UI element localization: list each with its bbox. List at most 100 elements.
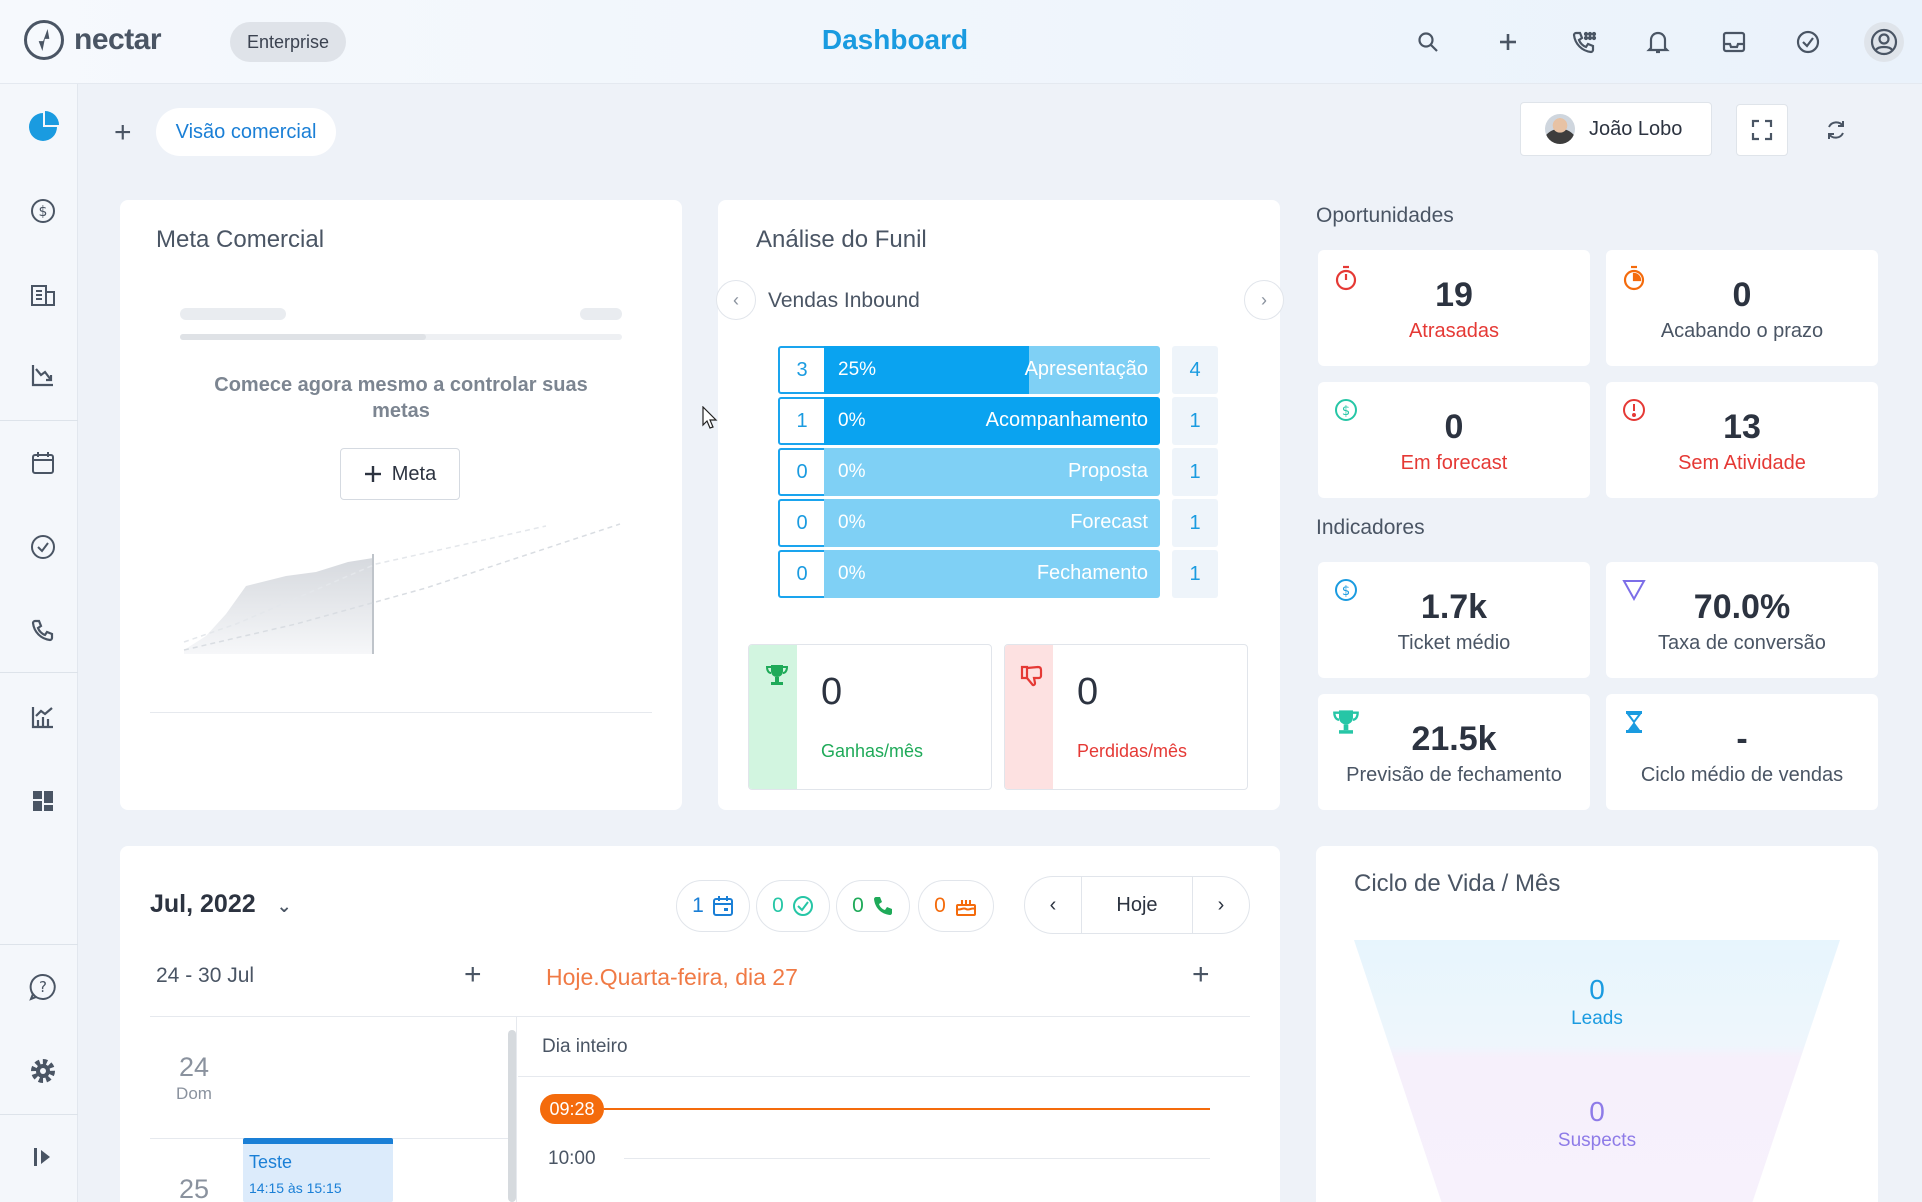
funnel-stage-row[interactable]: 0 0% Proposta 1 <box>778 448 1218 496</box>
sem-atividade-card[interactable]: 13 Sem Atividade <box>1606 382 1878 498</box>
dashboard-grid-icon[interactable] <box>22 780 64 822</box>
calendar-event[interactable]: Teste 14:15 às 15:15 <box>243 1138 393 1202</box>
phone-dial-icon[interactable] <box>1566 24 1602 60</box>
atrasadas-card[interactable]: 19 Atrasadas <box>1318 250 1590 366</box>
add-meta-button[interactable]: Meta <box>340 448 460 500</box>
logo-text: nectar <box>74 23 162 56</box>
acabando-prazo-card[interactable]: 0 Acabando o prazo <box>1606 250 1878 366</box>
dollar-circle-icon: $ <box>1335 579 1357 601</box>
add-view-button[interactable]: + <box>114 116 132 149</box>
meta-comercial-card <box>120 200 682 810</box>
chart-up-icon[interactable] <box>22 696 64 738</box>
prev-pipeline-button[interactable]: ‹ <box>716 280 756 320</box>
avatar <box>1545 114 1575 144</box>
hour-line <box>624 1158 1210 1159</box>
expand-sidebar-icon[interactable] <box>22 1136 64 1178</box>
meta-placeholder-chart <box>183 523 621 654</box>
ticket-medio-card[interactable]: $ 1.7k Ticket médio <box>1318 562 1590 678</box>
stage-bar: 0% Proposta <box>824 448 1160 496</box>
leads-value[interactable]: 0 <box>1589 974 1605 1005</box>
tasks-counter[interactable]: 0 <box>756 880 830 932</box>
check-circle-icon[interactable] <box>1790 24 1826 60</box>
bell-icon[interactable] <box>1640 24 1676 60</box>
sidebar-divider <box>0 1114 78 1115</box>
divider <box>150 712 652 713</box>
stage-count: 1 <box>778 397 826 445</box>
inbox-icon[interactable] <box>1716 24 1752 60</box>
next-week-button[interactable]: › <box>1192 876 1250 934</box>
ciclo-medio-card[interactable]: - Ciclo médio de vendas <box>1606 694 1878 810</box>
month-label: Jul, 2022 <box>150 890 256 918</box>
prev-week-button[interactable]: ‹ <box>1024 876 1082 934</box>
user-filter-button[interactable]: João Lobo <box>1520 102 1712 156</box>
building-icon[interactable] <box>22 274 64 316</box>
plus-icon[interactable] <box>1490 24 1526 60</box>
alert-icon <box>1623 399 1645 421</box>
placeholder-line <box>580 308 622 320</box>
day-number: 25 <box>178 1174 210 1202</box>
search-icon[interactable] <box>1410 24 1446 60</box>
stage-label: Acompanhamento <box>985 409 1148 431</box>
chevron-left-icon: ‹ <box>733 289 739 310</box>
stage-count: 0 <box>778 499 826 547</box>
events-counter[interactable]: 1 <box>676 880 750 932</box>
em-forecast-card[interactable]: $ 0 Em forecast <box>1318 382 1590 498</box>
tab-visao-comercial[interactable]: Visão comercial <box>156 108 336 156</box>
sidebar-divider <box>0 944 78 945</box>
stage-percent: 0% <box>838 461 866 482</box>
stage-percent: 0% <box>838 410 866 431</box>
ganhas-card[interactable]: 0 Ganhas/mês <box>748 644 992 790</box>
chevron-right-icon: › <box>1261 289 1267 310</box>
thumbs-down-icon <box>1020 665 1043 687</box>
stage-count: 0 <box>778 550 826 598</box>
tasks-count: 0 <box>772 894 784 917</box>
funnel-stage-row[interactable]: 3 25% Apresentação 4 <box>778 346 1218 394</box>
today-button[interactable]: Hoje <box>1081 876 1193 934</box>
divider <box>518 1076 1250 1077</box>
phone-icon[interactable] <box>22 610 64 652</box>
add-day-event-button[interactable]: + <box>1192 958 1210 991</box>
stage-percent: 25% <box>838 359 877 380</box>
event-title: Teste <box>249 1152 293 1172</box>
em-forecast-value: 0 <box>1444 408 1464 446</box>
week-scrollbar[interactable] <box>508 1030 516 1202</box>
help-icon[interactable]: ? <box>22 966 64 1008</box>
taxa-conversao-label: Taxa de conversão <box>1658 632 1826 654</box>
perdidas-card[interactable]: 0 Perdidas/mês <box>1004 644 1248 790</box>
funnel-stage-row[interactable]: 1 0% Acompanhamento 1 <box>778 397 1218 445</box>
cake-icon <box>955 900 976 916</box>
logo[interactable]: nectar <box>24 20 162 60</box>
calls-counter[interactable]: 0 <box>836 880 910 932</box>
phone-icon <box>873 897 892 915</box>
stage-total: 1 <box>1172 499 1218 547</box>
taxa-conversao-card[interactable]: 70.0% Taxa de conversão <box>1606 562 1878 678</box>
dollar-icon[interactable]: $ <box>22 190 64 232</box>
funnel-stage-row[interactable]: 0 0% Fechamento 1 <box>778 550 1218 598</box>
check-circle-icon[interactable] <box>22 526 64 568</box>
ciclo-de-vida-title: Ciclo de Vida / Mês <box>1354 870 1561 897</box>
trophy-icon <box>1333 710 1359 734</box>
stopwatch-icon <box>1335 265 1357 291</box>
chevron-right-icon: › <box>1217 893 1225 916</box>
refresh-icon <box>1828 121 1844 139</box>
gear-icon[interactable] <box>22 1050 64 1092</box>
day-number: 24 <box>178 1052 210 1082</box>
month-selector[interactable]: Jul, 2022 ⌄ <box>150 890 292 919</box>
calendar-icon[interactable] <box>22 442 64 484</box>
oportunidades-title: Oportunidades <box>1316 204 1454 227</box>
stage-total: 1 <box>1172 550 1218 598</box>
taxa-conversao-value: 70.0% <box>1693 588 1791 626</box>
placeholder-progress <box>180 334 622 340</box>
suspects-value[interactable]: 0 <box>1589 1096 1605 1127</box>
page-title: Dashboard <box>821 24 969 55</box>
previsao-fechamento-card[interactable]: 21.5k Previsão de fechamento <box>1318 694 1590 810</box>
user-circle-icon[interactable] <box>1864 22 1904 62</box>
chart-down-icon[interactable] <box>22 354 64 396</box>
refresh-button[interactable] <box>1810 104 1862 156</box>
fullscreen-button[interactable] <box>1736 104 1788 156</box>
add-week-event-button[interactable]: + <box>464 958 482 991</box>
funnel-stage-row[interactable]: 0 0% Forecast 1 <box>778 499 1218 547</box>
next-pipeline-button[interactable]: › <box>1244 280 1284 320</box>
birthdays-counter[interactable]: 0 <box>918 880 994 932</box>
pie-chart-icon[interactable] <box>22 106 64 148</box>
